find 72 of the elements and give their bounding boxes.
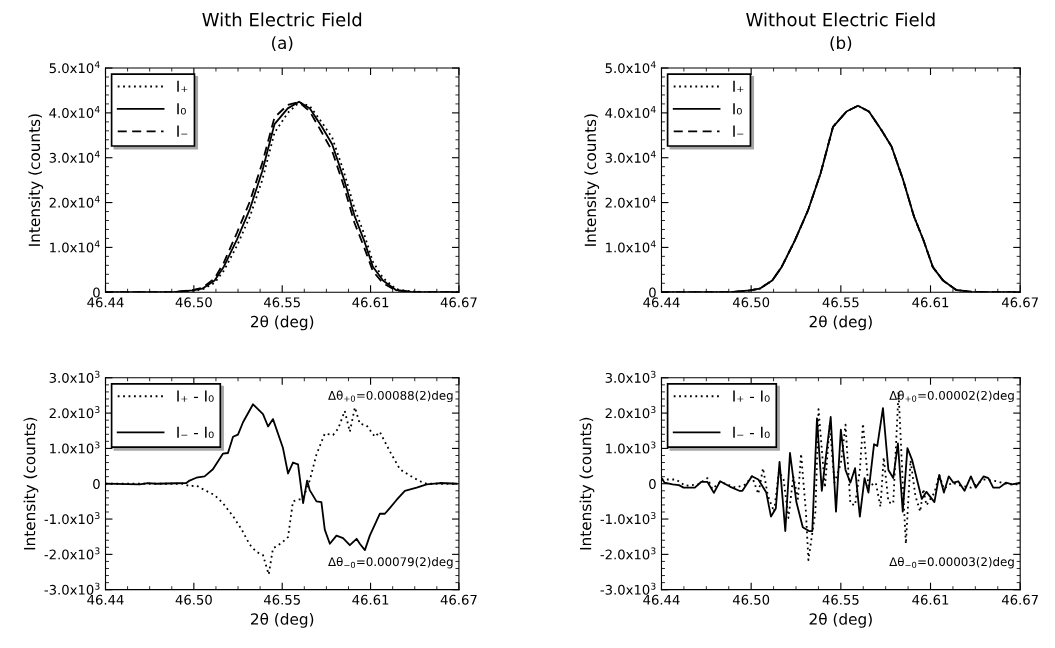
y-tick-label: 3.0x10$^{3}$ [605, 370, 656, 383]
legend-label: I₀ [177, 103, 186, 115]
y-tick-label: -2.0x10$^{3}$ [44, 547, 100, 560]
y-tick-label: 1.0x10$^{4}$ [50, 240, 100, 253]
legend-label: I₀ [733, 103, 742, 115]
x-tick-label: 46.55 [822, 594, 859, 605]
x-tick-label: 46.61 [912, 297, 949, 308]
y-tick-label: 2.0x10$^{3}$ [49, 406, 100, 419]
x-tick-label: 46.44 [643, 297, 680, 308]
legend-label: I₋ - I₀ [733, 426, 770, 438]
legend-label: I₊ - I₀ [733, 390, 770, 402]
y-tick-label: -2.0x10$^{3}$ [600, 547, 656, 560]
y-tick-label: -3.0x10$^{3}$ [44, 582, 100, 595]
x-tick-label: 46.44 [643, 594, 680, 605]
y-axis-title: Intensity (counts) [23, 417, 39, 550]
y-tick-label: 3.0x10$^{4}$ [49, 150, 100, 163]
y-tick-label: 3.0x10$^{4}$ [605, 150, 656, 163]
y-tick-label: 2.0x10$^{3}$ [605, 406, 656, 419]
chart-subtitle: (b) [830, 36, 852, 52]
x-tick-label: 46.50 [175, 594, 212, 605]
x-tick-label: 46.67 [1001, 297, 1038, 308]
y-tick-label: 2.0x10$^{4}$ [49, 195, 100, 208]
x-axis-title: 2θ (deg) [251, 612, 314, 628]
x-tick-label: 46.50 [175, 297, 212, 308]
y-tick-label: 0 [93, 478, 100, 489]
annotation: Δθ$_{−0}$=0.00003(2)deg [889, 556, 1014, 569]
y-tick-label: -3.0x10$^{3}$ [600, 582, 656, 595]
x-tick-label: 46.67 [1001, 594, 1038, 605]
x-tick-label: 46.50 [732, 594, 770, 605]
x-tick-label: 46.44 [87, 297, 124, 308]
y-tick-label: 3.0x10$^{3}$ [49, 370, 100, 383]
x-tick-label: 46.55 [822, 297, 859, 308]
x-tick-label: 46.67 [440, 594, 477, 605]
chart-title: With Electric Field [202, 12, 362, 27]
y-tick-label: -1.0x10$^{3}$ [44, 512, 100, 525]
y-tick-label: 0 [93, 287, 100, 298]
y-tick-label: 4.0x10$^{4}$ [49, 106, 100, 118]
y-tick-label: 5.0x10$^{4}$ [605, 61, 656, 74]
y-tick-label: 2.0x10$^{4}$ [605, 195, 656, 208]
annotation: Δθ$_{+0}$=0.00088(2)deg [328, 390, 453, 403]
x-tick-label: 46.50 [732, 297, 770, 308]
y-tick-label: 0 [649, 287, 656, 298]
y-tick-label: 0 [649, 478, 656, 489]
annotation: Δθ$_{+0}$=0.00002(2)deg [889, 390, 1014, 403]
x-tick-label: 46.61 [912, 594, 949, 605]
x-tick-label: 46.67 [440, 297, 477, 308]
x-tick-label: 46.61 [352, 297, 389, 308]
y-axis-title: Intensity (counts) [28, 114, 44, 246]
annotation: Δθ$_{−0}$=0.00079(2)deg [328, 556, 453, 569]
legend-label: I₊ [177, 80, 188, 92]
chart-title: Without Electric Field [746, 12, 935, 27]
x-tick-label: 46.61 [352, 594, 389, 605]
x-axis-title: 2θ (deg) [251, 315, 314, 331]
legend-label: I₊ [733, 80, 744, 92]
y-tick-label: 1.0x10$^{3}$ [50, 441, 100, 454]
legend-label: I₊ - I₀ [177, 390, 214, 402]
x-tick-label: 46.55 [263, 297, 300, 308]
legend-label: I₋ [733, 125, 744, 137]
x-tick-label: 46.55 [263, 594, 300, 605]
chart-subtitle: (a) [272, 36, 293, 52]
x-axis-title: 2θ (deg) [809, 315, 872, 331]
x-axis-title: 2θ (deg) [809, 612, 872, 628]
y-tick-label: 1.0x10$^{4}$ [606, 240, 656, 253]
y-tick-label: -1.0x10$^{3}$ [600, 512, 656, 525]
y-tick-label: 5.0x10$^{4}$ [49, 61, 100, 74]
x-tick-label: 46.44 [87, 594, 124, 605]
legend-label: I₋ [177, 125, 188, 137]
y-tick-label: 1.0x10$^{3}$ [606, 441, 656, 454]
y-axis-title: Intensity (counts) [579, 417, 595, 550]
y-axis-title: Intensity (counts) [584, 114, 600, 246]
y-tick-label: 4.0x10$^{4}$ [605, 106, 656, 118]
legend-label: I₋ - I₀ [177, 426, 214, 438]
